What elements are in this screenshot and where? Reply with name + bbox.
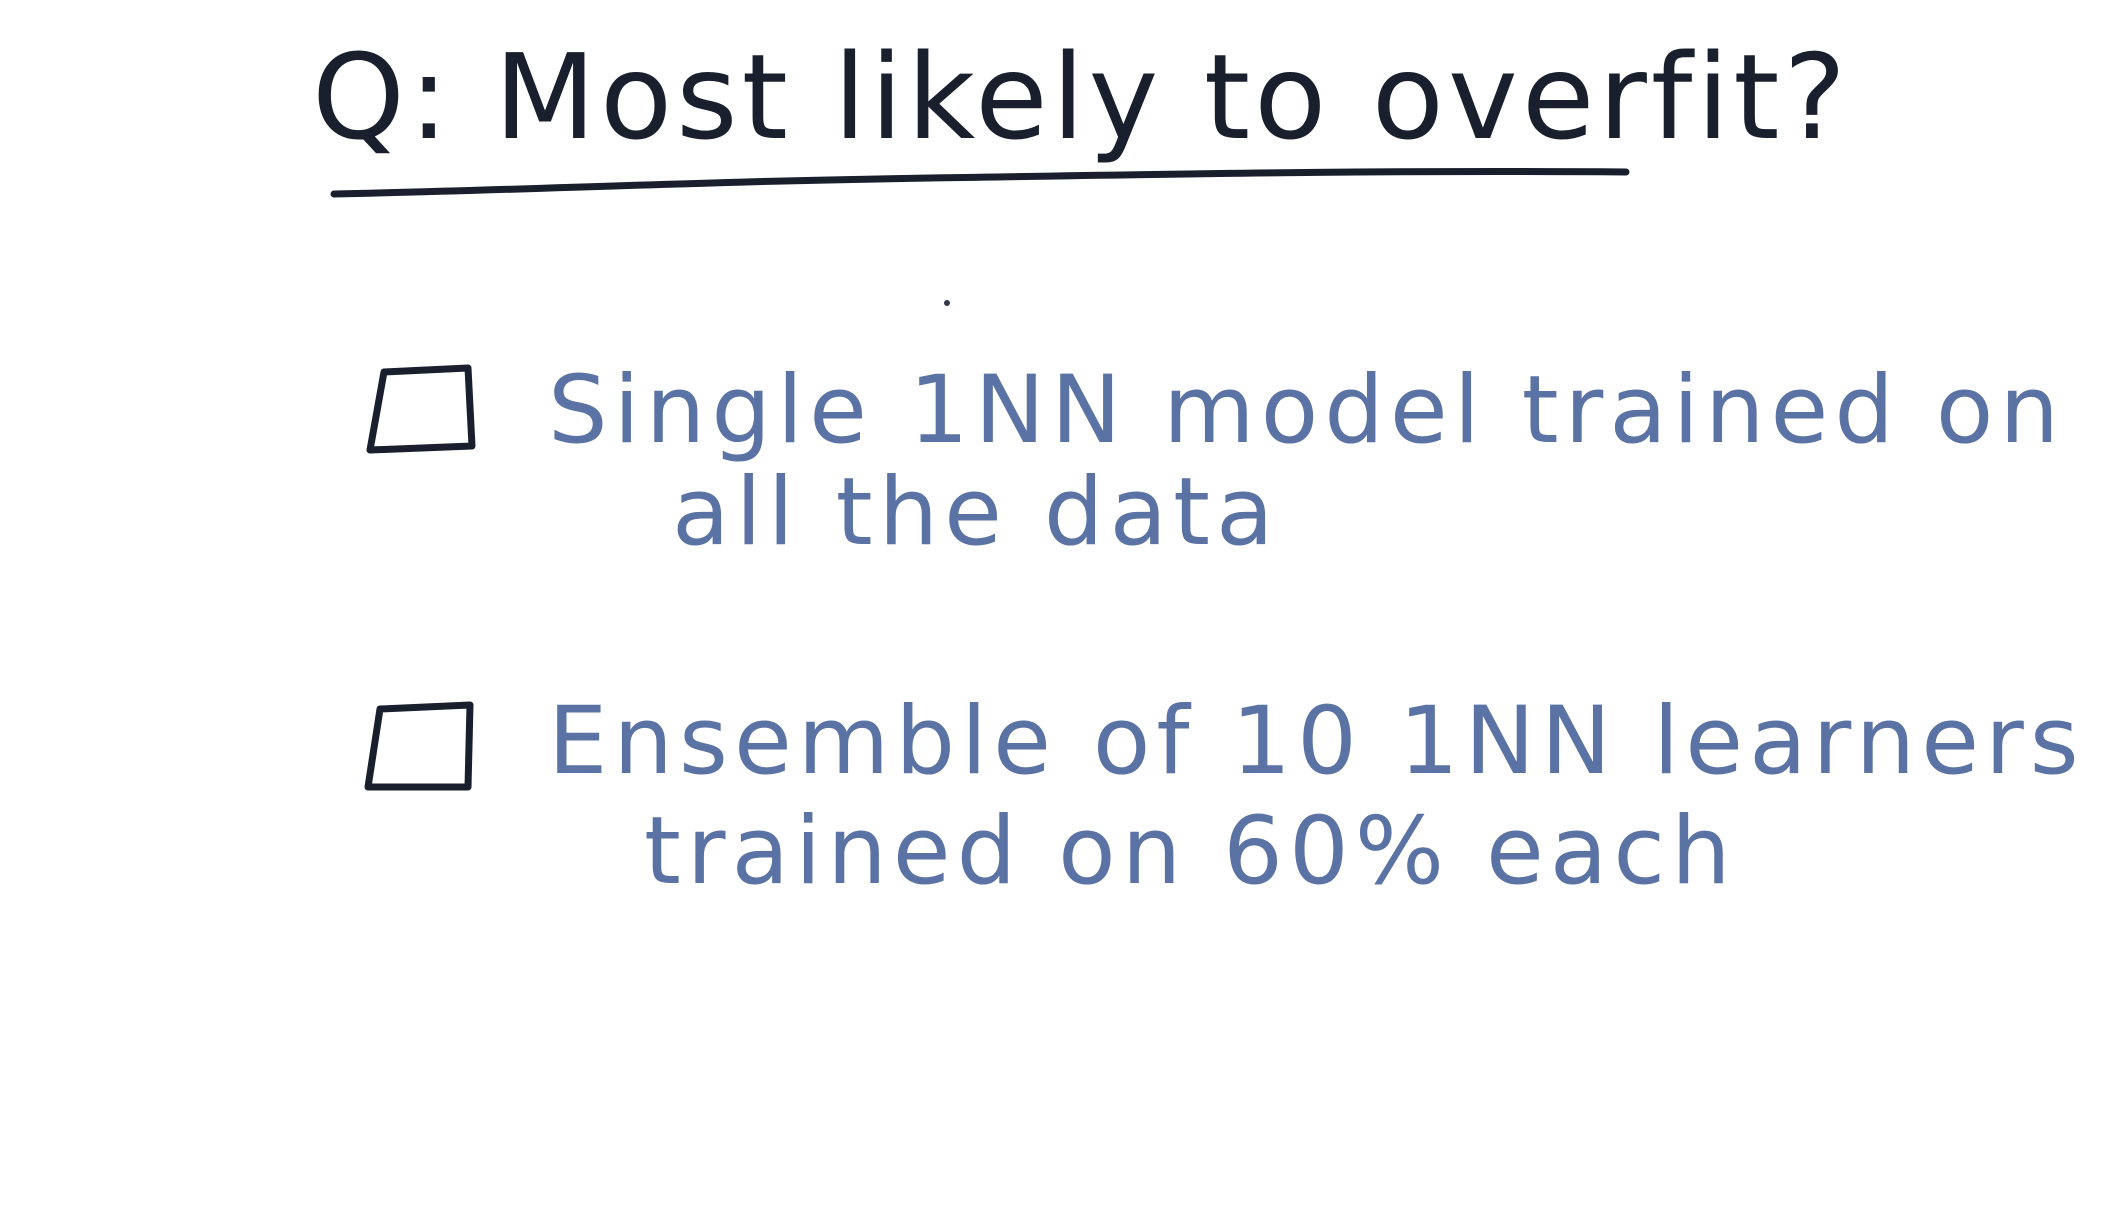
option-single-1nn-line2: all the data xyxy=(672,458,1280,567)
option-ensemble-1nn-line1: Ensemble of 10 1NN learners xyxy=(548,687,2085,796)
checkbox-ensemble-1nn[interactable] xyxy=(362,695,480,795)
option-single-1nn-line1: Single 1NN model trained on xyxy=(548,356,2066,465)
question-title: Q: Most likely to overfit? xyxy=(312,28,1851,166)
checkbox-single-1nn[interactable] xyxy=(362,360,480,460)
stray-dot xyxy=(944,300,950,306)
option-ensemble-1nn-line2: trained on 60% each xyxy=(644,797,1737,906)
title-underline xyxy=(330,167,1630,198)
